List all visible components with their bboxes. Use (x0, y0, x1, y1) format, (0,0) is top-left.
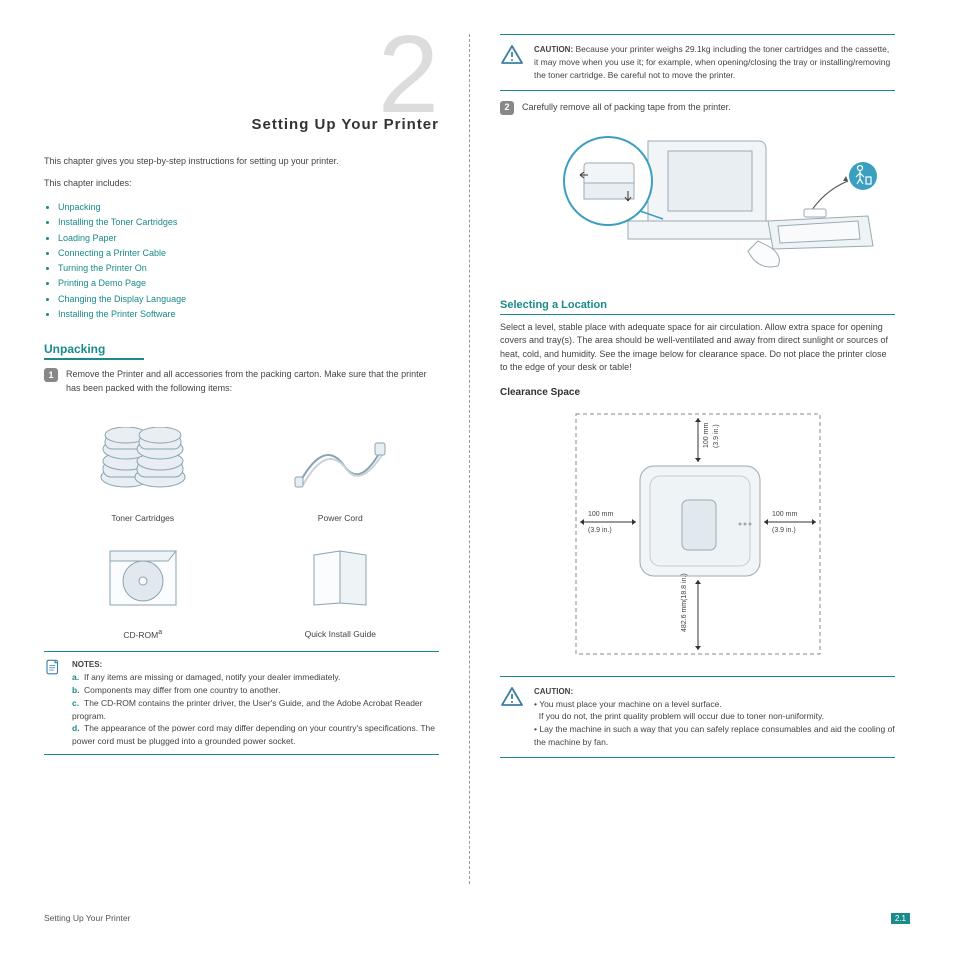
subhead-location: Selecting a Location (500, 299, 895, 315)
footnote-ref: a (158, 629, 162, 636)
clearance-top-in: (3.9 in.) (713, 424, 720, 448)
cdrom-figure (98, 543, 188, 613)
caution2-line: Lay the machine in such a way that you c… (534, 724, 895, 747)
caution2-line: You must place your machine on a level s… (539, 699, 722, 709)
clearance-title: Clearance Space (500, 387, 895, 398)
page-footer: Setting Up Your Printer 2.1 (44, 913, 910, 924)
toc-link[interactable]: Printing a Demo Page (58, 278, 146, 288)
item-toner: Toner Cartridges (44, 411, 242, 523)
chapter-title: Setting Up Your Printer (44, 116, 439, 133)
toc-link[interactable]: Turning the Printer On (58, 263, 147, 273)
note-line: The CD-ROM contains the printer driver, … (72, 698, 423, 721)
right-column: CAUTION: Because your printer weighs 29.… (470, 34, 895, 884)
item-cdrom: CD-ROMa (44, 527, 242, 639)
chapter-number: 2 (44, 20, 439, 130)
item-label: Toner Cartridges (111, 513, 174, 523)
caution-label: CAUTION: (534, 45, 573, 54)
step-2: 2 Carefully remove all of packing tape f… (500, 101, 895, 115)
note-line: If any items are missing or damaged, not… (84, 672, 340, 682)
caution2-line: If you do not, the print quality problem… (539, 711, 824, 721)
item-power-cord: Power Cord (242, 411, 440, 523)
toc-link[interactable]: Changing the Display Language (58, 294, 186, 304)
note-line: The appearance of the power cord may dif… (72, 723, 435, 746)
chapter-toc: Unpacking Installing the Toner Cartridge… (44, 200, 439, 322)
item-label: CD-ROMa (123, 629, 162, 640)
caution-block-1: CAUTION: Because your printer weighs 29.… (500, 34, 895, 91)
clearance-figure: 100 mm (3.9 in.) 100 mm (3.9 in.) 100 mm… (500, 404, 895, 664)
item-label: Quick Install Guide (305, 629, 376, 639)
toc-link[interactable]: Installing the Printer Software (58, 309, 176, 319)
chapter-intro: This chapter gives you step-by-step inst… (44, 155, 439, 169)
svg-text:482.6 mm(18.8 in.): 482.6 mm(18.8 in.) (681, 573, 688, 632)
power-cord-figure (285, 427, 395, 497)
toc-link[interactable]: Installing the Toner Cartridges (58, 217, 177, 227)
caution-label: CAUTION: (534, 687, 573, 696)
step-text: Remove the Printer and all accessories f… (66, 368, 439, 395)
svg-text:100 mm: 100 mm (588, 511, 613, 518)
svg-text:(3.9 in.): (3.9 in.) (772, 527, 796, 534)
step-badge: 1 (44, 368, 58, 382)
note-line: Components may differ from one country t… (84, 685, 280, 695)
chapter-includes-label: This chapter includes: (44, 177, 439, 191)
svg-text:(3.9 in.): (3.9 in.) (588, 527, 612, 534)
item-label: Power Cord (318, 513, 363, 523)
svg-text:100 mm: 100 mm (772, 511, 797, 518)
section-title-unpacking: Unpacking (44, 342, 439, 356)
guide-figure (300, 543, 380, 613)
toc-link[interactable]: Loading Paper (58, 233, 117, 243)
step-badge: 2 (500, 101, 514, 115)
note-icon (44, 658, 62, 676)
notes-block: NOTES: a.If any items are missing or dam… (44, 651, 439, 755)
remove-tape-figure (500, 121, 895, 281)
clearance-top-mm: 100 mm (703, 422, 710, 447)
caution-text: Because your printer weighs 29.1kg inclu… (534, 44, 890, 80)
toc-link[interactable]: Unpacking (58, 202, 101, 212)
accessories-grid: Toner Cartridges Power Cord (44, 411, 439, 639)
step-1: 1 Remove the Printer and all accessories… (44, 368, 439, 395)
section-underline (44, 358, 144, 360)
footer-section-name: Setting Up Your Printer (44, 913, 130, 924)
toner-cartridges-figure (88, 427, 198, 497)
toc-link[interactable]: Connecting a Printer Cable (58, 248, 166, 258)
notes-label: NOTES: (72, 660, 102, 669)
caution-icon (500, 685, 524, 709)
caution-icon (500, 43, 524, 67)
step-text: Carefully remove all of packing tape fro… (522, 101, 731, 115)
page-number: 2.1 (891, 913, 910, 924)
left-column: 2 Setting Up Your Printer This chapter g… (44, 34, 469, 884)
caution-block-2: CAUTION: • You must place your machine o… (500, 676, 895, 758)
location-text: Select a level, stable place with adequa… (500, 321, 895, 375)
item-quick-guide: Quick Install Guide (242, 527, 440, 639)
